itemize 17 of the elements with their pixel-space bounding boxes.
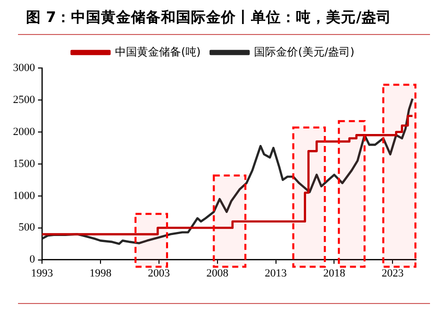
chart-title: 图 7：中国黄金储备和国际金价丨单位：吨，美元/盎司 xyxy=(25,8,392,28)
x-tick-label: 2013 xyxy=(264,267,288,280)
y-tick-label: 2000 xyxy=(13,126,36,138)
x-tick-label: 2023 xyxy=(382,267,404,280)
legend-label: 中国黄金储备(吨) xyxy=(115,45,201,58)
y-tick-label: 1500 xyxy=(13,158,36,170)
x-tick-label: 2003 xyxy=(148,267,170,280)
y-tick-label: 3000 xyxy=(13,62,36,74)
y-tick-label: 2500 xyxy=(13,94,36,106)
y-tick-label: 500 xyxy=(18,222,36,234)
x-tick-label: 2008 xyxy=(206,267,229,280)
x-tick-label: 2018 xyxy=(323,267,346,280)
y-tick-label: 1000 xyxy=(13,190,36,202)
y-tick-label: 0 xyxy=(30,254,36,266)
x-tick-label: 1993 xyxy=(31,267,54,280)
legend-label: 国际金价(美元/盎司) xyxy=(254,45,354,58)
x-tick-label: 1998 xyxy=(89,267,112,280)
